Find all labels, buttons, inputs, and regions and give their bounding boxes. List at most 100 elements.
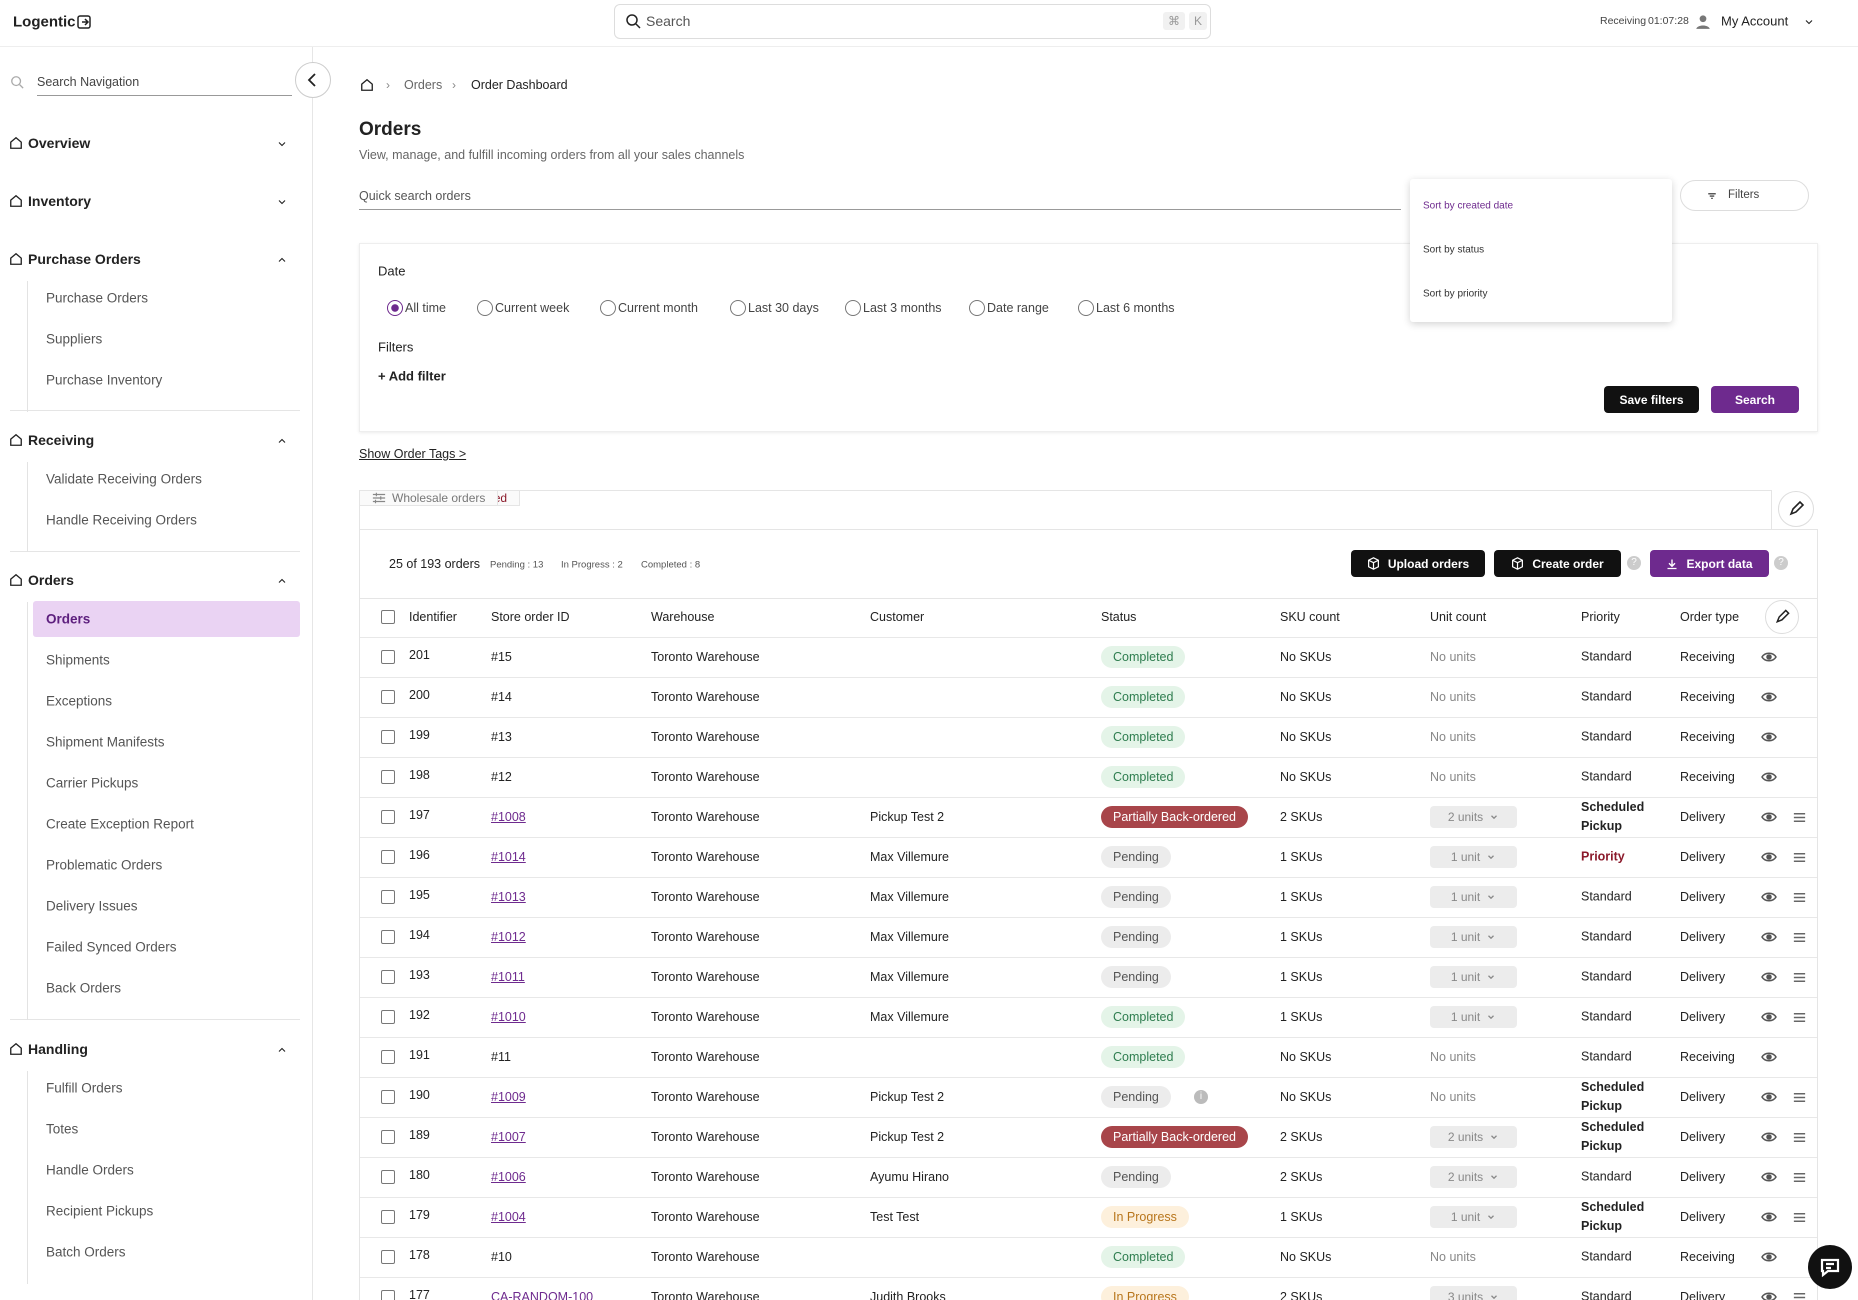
- store-order-id[interactable]: #1010: [491, 1010, 526, 1024]
- unit-dropdown[interactable]: 1 unit: [1430, 966, 1517, 988]
- radio[interactable]: [730, 300, 746, 316]
- export-button[interactable]: Export data: [1650, 550, 1769, 577]
- radio[interactable]: [477, 300, 493, 316]
- identifier[interactable]: 199: [409, 728, 430, 742]
- filters-button[interactable]: [1680, 180, 1809, 211]
- nav-item[interactable]: Totes: [46, 1121, 79, 1137]
- nav-item[interactable]: Batch Orders: [46, 1244, 126, 1260]
- quick-search[interactable]: Quick search orders: [359, 189, 471, 203]
- store-order-id[interactable]: #1013: [491, 890, 526, 904]
- identifier[interactable]: 190: [409, 1088, 430, 1102]
- checkbox[interactable]: [381, 1290, 395, 1300]
- store-order-id[interactable]: #1012: [491, 930, 526, 944]
- identifier[interactable]: 180: [409, 1168, 430, 1182]
- identifier[interactable]: 196: [409, 848, 430, 862]
- identifier[interactable]: 189: [409, 1128, 430, 1142]
- checkbox[interactable]: [381, 1130, 395, 1144]
- identifier[interactable]: 191: [409, 1048, 430, 1062]
- nav-item[interactable]: Fulfill Orders: [46, 1080, 123, 1096]
- store-order-id[interactable]: #1014: [491, 850, 526, 864]
- upload-button[interactable]: Upload orders: [1351, 550, 1485, 577]
- checkbox[interactable]: [381, 890, 395, 904]
- radio[interactable]: [845, 300, 861, 316]
- checkbox[interactable]: [381, 1250, 395, 1264]
- identifier[interactable]: 197: [409, 808, 430, 822]
- tab-edit[interactable]: [1778, 491, 1814, 527]
- sort-option[interactable]: Sort by priority: [1423, 288, 1488, 300]
- unit-dropdown[interactable]: 1 unit: [1430, 1006, 1517, 1028]
- checkbox[interactable]: [381, 770, 395, 784]
- checkbox[interactable]: [381, 650, 395, 664]
- nav-item[interactable]: Delivery Issues: [46, 898, 138, 914]
- checkbox[interactable]: [381, 1090, 395, 1104]
- checkbox[interactable]: [381, 1050, 395, 1064]
- nav-item[interactable]: Carrier Pickups: [46, 775, 139, 791]
- section-title[interactable]: Purchase Orders: [28, 251, 141, 267]
- breadcrumb[interactable]: Orders: [404, 78, 443, 92]
- store-order-id[interactable]: #1009: [491, 1090, 526, 1104]
- nav-item[interactable]: Shipments: [46, 652, 110, 668]
- checkbox[interactable]: [381, 1210, 395, 1224]
- create-button[interactable]: Create order: [1494, 550, 1621, 577]
- nav-item[interactable]: Back Orders: [46, 980, 122, 996]
- checkbox[interactable]: [381, 690, 395, 704]
- nav-item[interactable]: Create Exception Report: [46, 816, 194, 832]
- column-edit[interactable]: [1765, 600, 1799, 634]
- section-title[interactable]: Handling: [28, 1041, 88, 1057]
- checkbox[interactable]: [381, 730, 395, 744]
- nav-item[interactable]: Recipient Pickups: [46, 1203, 154, 1219]
- radio[interactable]: [600, 300, 616, 316]
- add-filter[interactable]: + Add filter: [378, 368, 446, 384]
- section-title[interactable]: Overview: [28, 135, 91, 151]
- checkbox[interactable]: [381, 610, 395, 624]
- identifier[interactable]: 194: [409, 928, 430, 942]
- unit-dropdown[interactable]: 2 units: [1430, 1166, 1517, 1188]
- unit-dropdown[interactable]: 1 unit: [1430, 886, 1517, 908]
- nav-item[interactable]: Exceptions: [46, 693, 113, 709]
- identifier[interactable]: 201: [409, 648, 430, 662]
- unit-dropdown[interactable]: 2 units: [1430, 806, 1517, 828]
- section-title[interactable]: Inventory: [28, 193, 92, 209]
- store-order-id[interactable]: #1008: [491, 810, 526, 824]
- identifier[interactable]: 193: [409, 968, 430, 982]
- store-order-id[interactable]: #1007: [491, 1130, 526, 1144]
- unit-dropdown[interactable]: 2 units: [1430, 1126, 1517, 1148]
- nav-item[interactable]: Purchase Orders: [46, 290, 149, 306]
- checkbox[interactable]: [381, 1170, 395, 1184]
- order-tags-link[interactable]: Show Order Tags >: [359, 447, 467, 461]
- nav-item[interactable]: Problematic Orders: [46, 857, 163, 873]
- chat-button[interactable]: [1808, 1245, 1852, 1289]
- unit-dropdown[interactable]: 3 units: [1430, 1286, 1517, 1300]
- checkbox[interactable]: [381, 970, 395, 984]
- save-filters[interactable]: Save filters: [1604, 386, 1699, 413]
- store-order-id[interactable]: #1011: [491, 970, 525, 984]
- checkbox[interactable]: [381, 1010, 395, 1024]
- identifier[interactable]: 195: [409, 888, 430, 902]
- nav-item[interactable]: Orders: [46, 611, 91, 627]
- checkbox[interactable]: [381, 930, 395, 944]
- tab[interactable]: Wholesale orders: [360, 491, 499, 506]
- nav-item[interactable]: Failed Synced Orders: [46, 939, 177, 955]
- global-search[interactable]: [614, 4, 1211, 39]
- identifier[interactable]: 198: [409, 768, 430, 782]
- nav-item[interactable]: Handle Receiving Orders: [46, 512, 197, 528]
- nav-item[interactable]: Validate Receiving Orders: [46, 471, 202, 487]
- unit-dropdown[interactable]: 1 unit: [1430, 926, 1517, 948]
- identifier[interactable]: 200: [409, 688, 430, 702]
- store-order-id[interactable]: #1006: [491, 1170, 526, 1184]
- unit-dropdown[interactable]: 1 unit: [1430, 846, 1517, 868]
- radio[interactable]: [387, 300, 403, 316]
- search-button[interactable]: Search: [1711, 386, 1799, 413]
- identifier[interactable]: 179: [409, 1208, 430, 1222]
- checkbox[interactable]: [381, 810, 395, 824]
- radio[interactable]: [1078, 300, 1094, 316]
- nav-item[interactable]: Purchase Inventory: [46, 372, 163, 388]
- radio[interactable]: [969, 300, 985, 316]
- account[interactable]: My Account: [1721, 13, 1789, 29]
- nav-item[interactable]: Handle Orders: [46, 1162, 134, 1178]
- identifier[interactable]: 177: [409, 1288, 430, 1300]
- section-title[interactable]: Receiving: [28, 432, 95, 448]
- identifier[interactable]: 192: [409, 1008, 430, 1022]
- identifier[interactable]: 178: [409, 1248, 430, 1262]
- sort-option[interactable]: Sort by created date: [1423, 200, 1514, 212]
